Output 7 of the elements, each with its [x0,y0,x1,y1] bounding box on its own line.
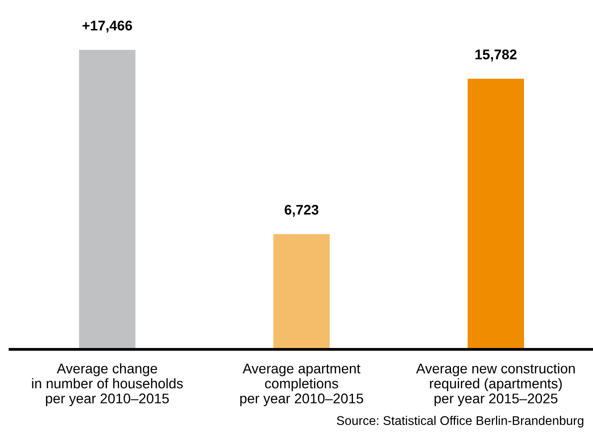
x-tick-label: Average apartment completions per year 2010–2015 [240,364,364,406]
x-tick-label: Average new construction required (apartments) per year 2015–2025 [416,363,575,406]
data-label: 6,723 [284,204,318,217]
source-note: Source: Statistical Office Berlin-Brandenburg [336,416,584,428]
x-tick-label: Average change in number of households per year 2010–2015 [32,363,183,406]
data-label: +17,466 [82,20,132,33]
data-label: 15,782 [475,50,517,62]
